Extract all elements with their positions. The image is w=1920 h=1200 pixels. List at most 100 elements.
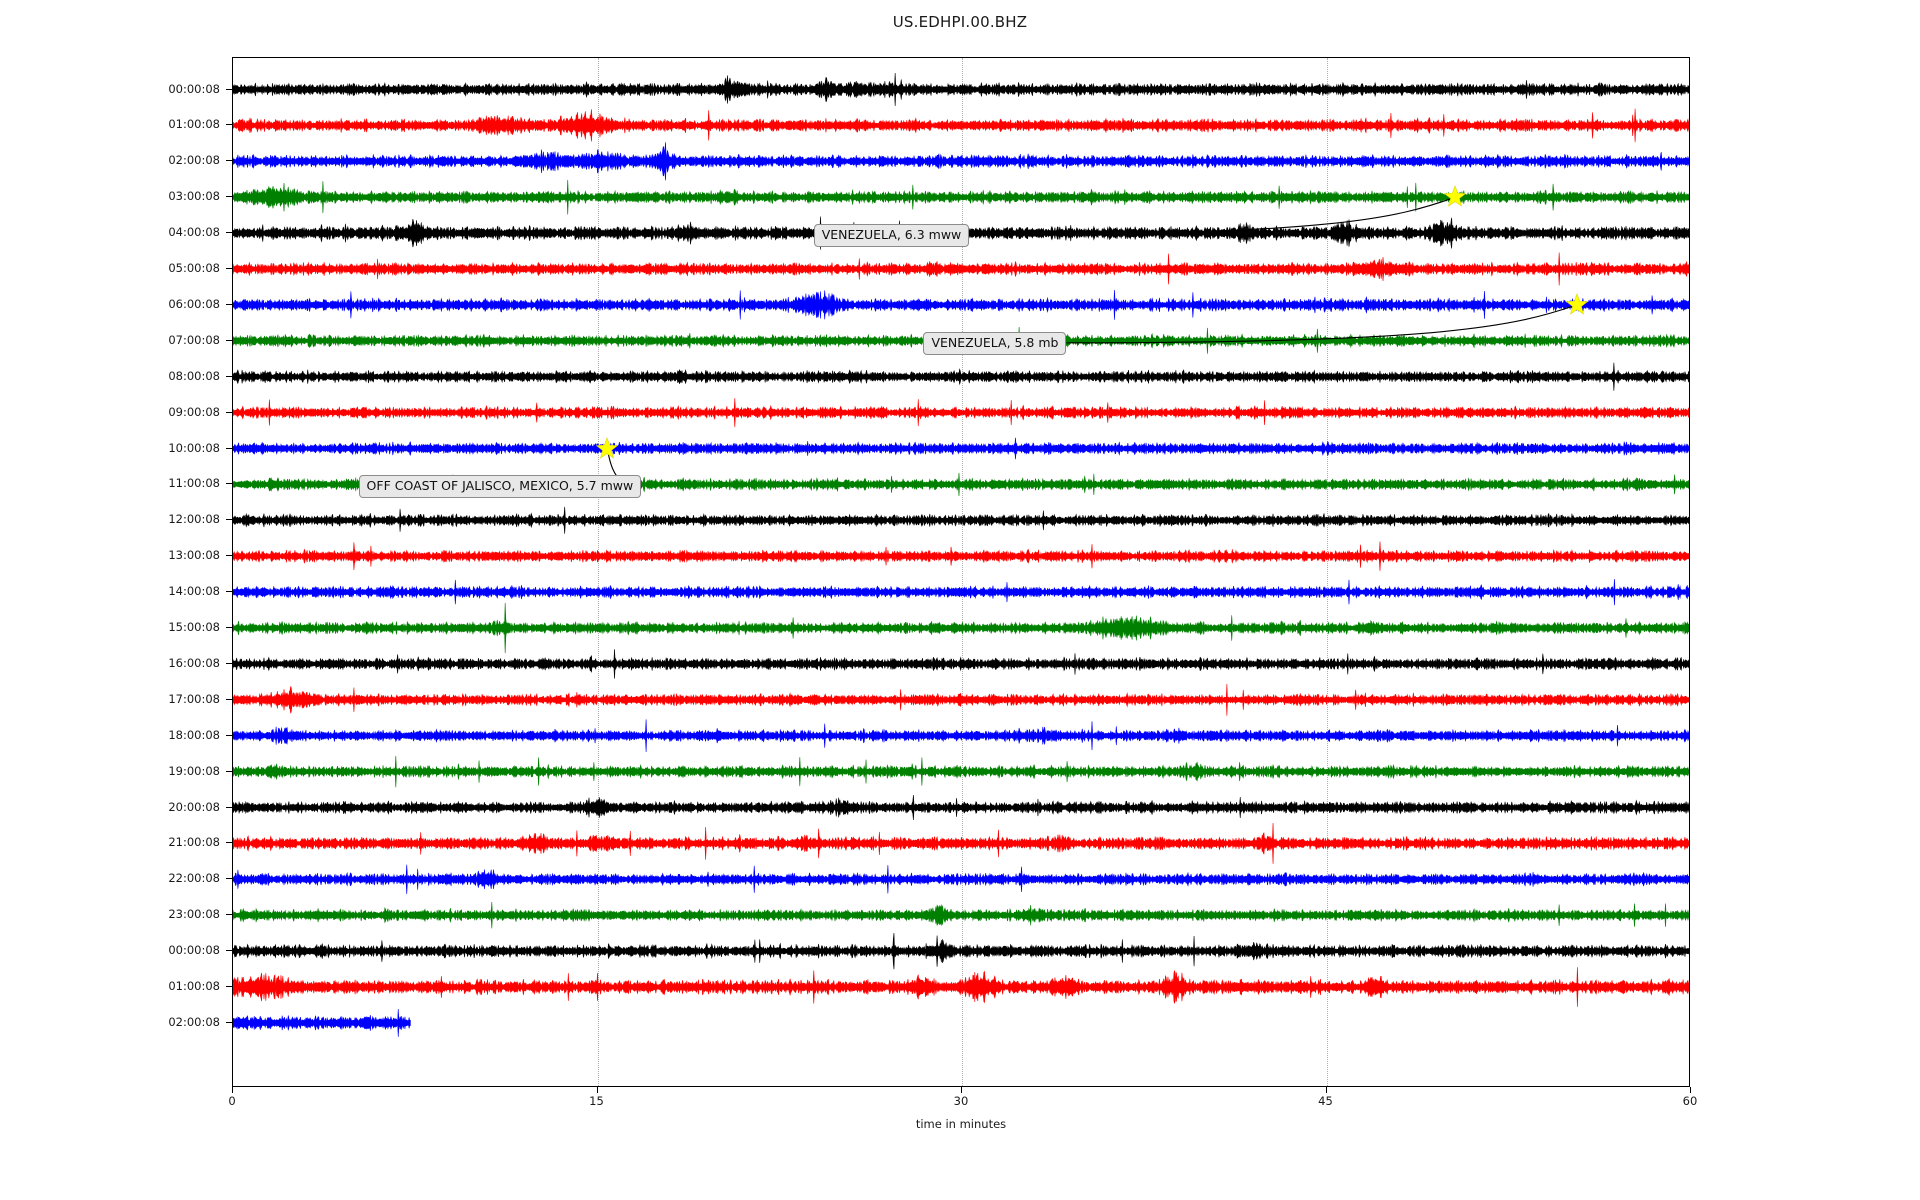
x-axis-label: 30 — [953, 1094, 969, 1108]
seismic-trace — [233, 822, 1689, 864]
seismic-trace — [233, 472, 1689, 496]
seismic-trace — [233, 967, 1689, 1007]
seismic-trace — [233, 649, 1689, 679]
page-title: US.EDHPI.00.BHZ — [892, 13, 1028, 31]
y-axis-label: 02:00:08 — [168, 1014, 220, 1029]
y-axis-label: 23:00:08 — [168, 907, 220, 922]
y-axis-tick — [226, 232, 232, 234]
y-axis-tick — [226, 447, 232, 449]
y-axis-label: 04:00:08 — [168, 225, 220, 240]
event-label: VENEZUELA, 6.3 mww — [813, 224, 970, 247]
y-axis-label: 03:00:08 — [168, 189, 220, 204]
event-star-icon — [1444, 185, 1467, 207]
y-axis-tick — [226, 950, 232, 952]
y-axis-label: 19:00:08 — [168, 763, 220, 778]
x-axis-label: 0 — [228, 1094, 236, 1108]
y-axis-label: 11:00:08 — [168, 476, 220, 491]
y-axis-label: 14:00:08 — [168, 584, 220, 599]
y-axis-label: 01:00:08 — [168, 117, 220, 132]
y-axis-tick — [226, 591, 232, 593]
y-axis-label: 05:00:08 — [168, 261, 220, 275]
seismic-trace — [233, 541, 1689, 571]
x-axis-label: 15 — [589, 1094, 604, 1108]
seismic-trace — [233, 755, 1689, 788]
x-axis-tick — [232, 1087, 233, 1093]
seismic-trace — [233, 179, 1689, 215]
y-axis-tick — [226, 914, 232, 916]
y-axis-tick — [226, 411, 232, 413]
event-star-icon — [1565, 293, 1589, 315]
y-axis-tick — [226, 770, 232, 772]
y-axis-label: 10:00:08 — [168, 440, 220, 455]
y-axis-tick — [226, 124, 232, 126]
x-axis-tick — [596, 1087, 598, 1093]
y-axis-label: 18:00:08 — [168, 727, 220, 742]
y-axis-tick — [226, 698, 232, 700]
y-axis-tick — [226, 268, 232, 269]
y-axis-tick — [226, 519, 232, 521]
y-axis-tick — [226, 303, 232, 305]
seismic-trace — [233, 683, 1689, 716]
x-axis-title: time in minutes — [915, 1117, 1007, 1131]
x-axis-tick — [961, 1087, 962, 1093]
y-axis-label: 20:00:08 — [168, 799, 220, 814]
y-axis-label: 07:00:08 — [168, 332, 220, 347]
seismic-trace — [233, 142, 1689, 181]
y-axis-label: 00:00:08 — [168, 81, 220, 96]
y-axis-tick — [226, 339, 232, 341]
event-leader-line — [1066, 304, 1577, 344]
seismic-trace — [233, 864, 1689, 895]
y-axis-tick — [226, 160, 232, 162]
y-axis-tick — [226, 986, 232, 987]
seismic-trace — [233, 901, 1689, 929]
y-axis-label: 01:00:08 — [168, 979, 220, 993]
y-axis-label: 02:00:08 — [168, 153, 220, 168]
y-axis-label: 21:00:08 — [168, 835, 220, 850]
event-leader-lines — [606, 196, 1577, 487]
grid-line — [962, 58, 964, 1086]
seismic-trace — [233, 398, 1689, 428]
y-axis-tick — [226, 842, 232, 844]
y-axis-label: 15:00:08 — [168, 620, 220, 634]
seismic-trace — [233, 602, 1689, 654]
event-star-icon — [595, 436, 619, 459]
grid-line — [597, 58, 600, 1086]
seismic-trace — [233, 719, 1689, 752]
event-label: VENEZUELA, 5.8 mb — [923, 331, 1067, 355]
grid-line — [1326, 58, 1329, 1086]
seismic-trace — [233, 1008, 411, 1037]
seismic-trace — [233, 72, 1689, 107]
seismogram-plot-area: VENEZUELA, 6.3 mww VENEZUELA, 5.8 mb OFF C… — [232, 57, 1690, 1087]
y-axis-tick — [226, 878, 232, 880]
y-axis-tick — [226, 483, 232, 485]
y-axis-tick — [226, 375, 232, 377]
y-axis-tick — [226, 662, 232, 664]
y-axis-tick — [226, 627, 232, 628]
x-axis-tick — [1325, 1087, 1327, 1093]
y-axis-tick — [226, 734, 232, 736]
seismic-trace — [233, 506, 1689, 534]
y-axis-label: 06:00:08 — [168, 296, 220, 311]
seismic-trace — [233, 252, 1689, 286]
seismic-trace — [233, 437, 1689, 460]
seismic-trace — [233, 108, 1689, 143]
y-axis-tick — [226, 196, 232, 198]
y-axis-label: 16:00:08 — [168, 655, 220, 670]
seismic-trace — [233, 578, 1689, 606]
y-axis-label: 09:00:08 — [168, 404, 220, 419]
y-axis-label: 22:00:08 — [168, 871, 220, 886]
y-axis-tick — [226, 555, 232, 557]
y-axis-label: 12:00:08 — [168, 512, 220, 527]
seismic-trace — [233, 290, 1689, 320]
y-axis-label: 17:00:08 — [168, 691, 220, 706]
seismic-trace — [233, 795, 1689, 820]
x-axis-tick — [1690, 1087, 1691, 1093]
event-leader-line — [969, 196, 1456, 236]
y-axis-label: 13:00:08 — [168, 548, 220, 563]
seismic-trace — [233, 932, 1689, 970]
y-axis-tick — [226, 88, 232, 90]
x-axis-label: 60 — [1682, 1094, 1698, 1108]
seismic-trace — [233, 362, 1689, 391]
y-axis-tick — [226, 806, 232, 808]
y-axis-tick — [226, 1021, 232, 1023]
